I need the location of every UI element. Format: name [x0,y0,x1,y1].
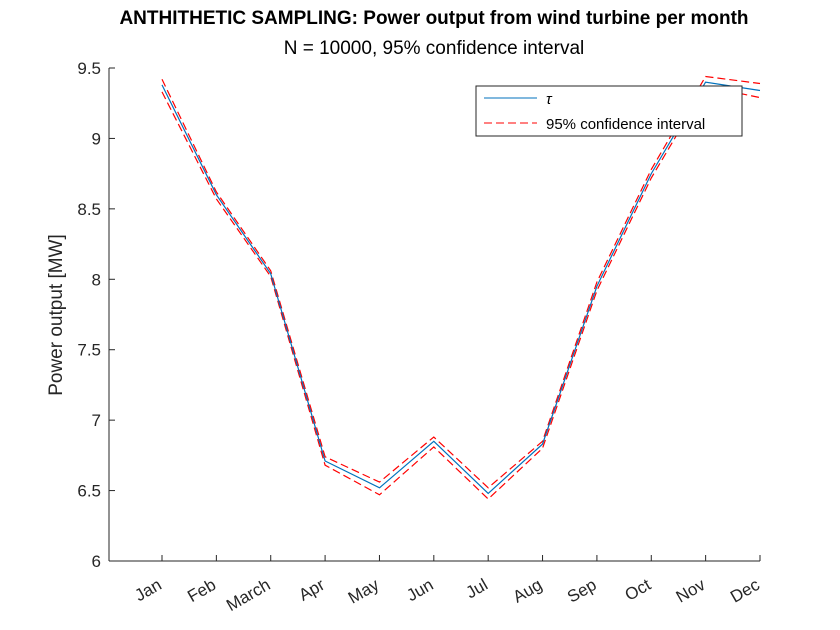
series-lines [161,75,761,500]
chart-title: ANTHITHETIC SAMPLING: Power output from … [119,8,749,29]
ticks: 6 6.5 7 7.5 8 8.5 9 9.5 Jan Feb March Apr May Jun Jul A… [77,59,763,615]
y-tick-label: 7 [92,411,101,430]
x-tick-label: Oct [622,575,655,605]
x-tick-label: Jan [132,575,165,605]
legend: τ 95% confidence interval [475,85,743,137]
series-line-tau [161,81,761,495]
series-line-ci-lower [161,85,761,500]
x-tick-label: Feb [184,575,219,606]
legend-label-tau: τ [546,91,553,108]
y-tick-label: 6.5 [77,482,101,501]
y-tick-label: 8 [92,270,101,289]
axes [108,68,760,562]
x-tick-label: Sep [564,575,600,607]
x-tick-label: March [223,575,273,615]
x-tick-label: Jun [403,575,436,605]
legend-label-ci: 95% confidence interval [546,116,705,133]
y-tick-label: 7.5 [77,341,101,360]
y-tick-label: 9.5 [77,59,101,78]
series-line-ci-upper [161,75,761,489]
x-tick-label: Dec [727,575,763,607]
y-axis-label: Power output [MW] [46,234,67,396]
chart-subtitle: N = 10000, 95% confidence interval [283,38,585,59]
legend-box [475,85,743,137]
x-tick-label: Aug [510,575,546,607]
x-tick-label: May [345,575,383,608]
y-tick-label: 8.5 [77,200,101,219]
y-tick-label: 9 [92,129,101,148]
x-tick-label: Nov [673,575,709,607]
y-tick-label: 6 [92,552,101,571]
x-tick-label: Jul [463,575,491,602]
x-tick-label: Apr [295,575,328,605]
